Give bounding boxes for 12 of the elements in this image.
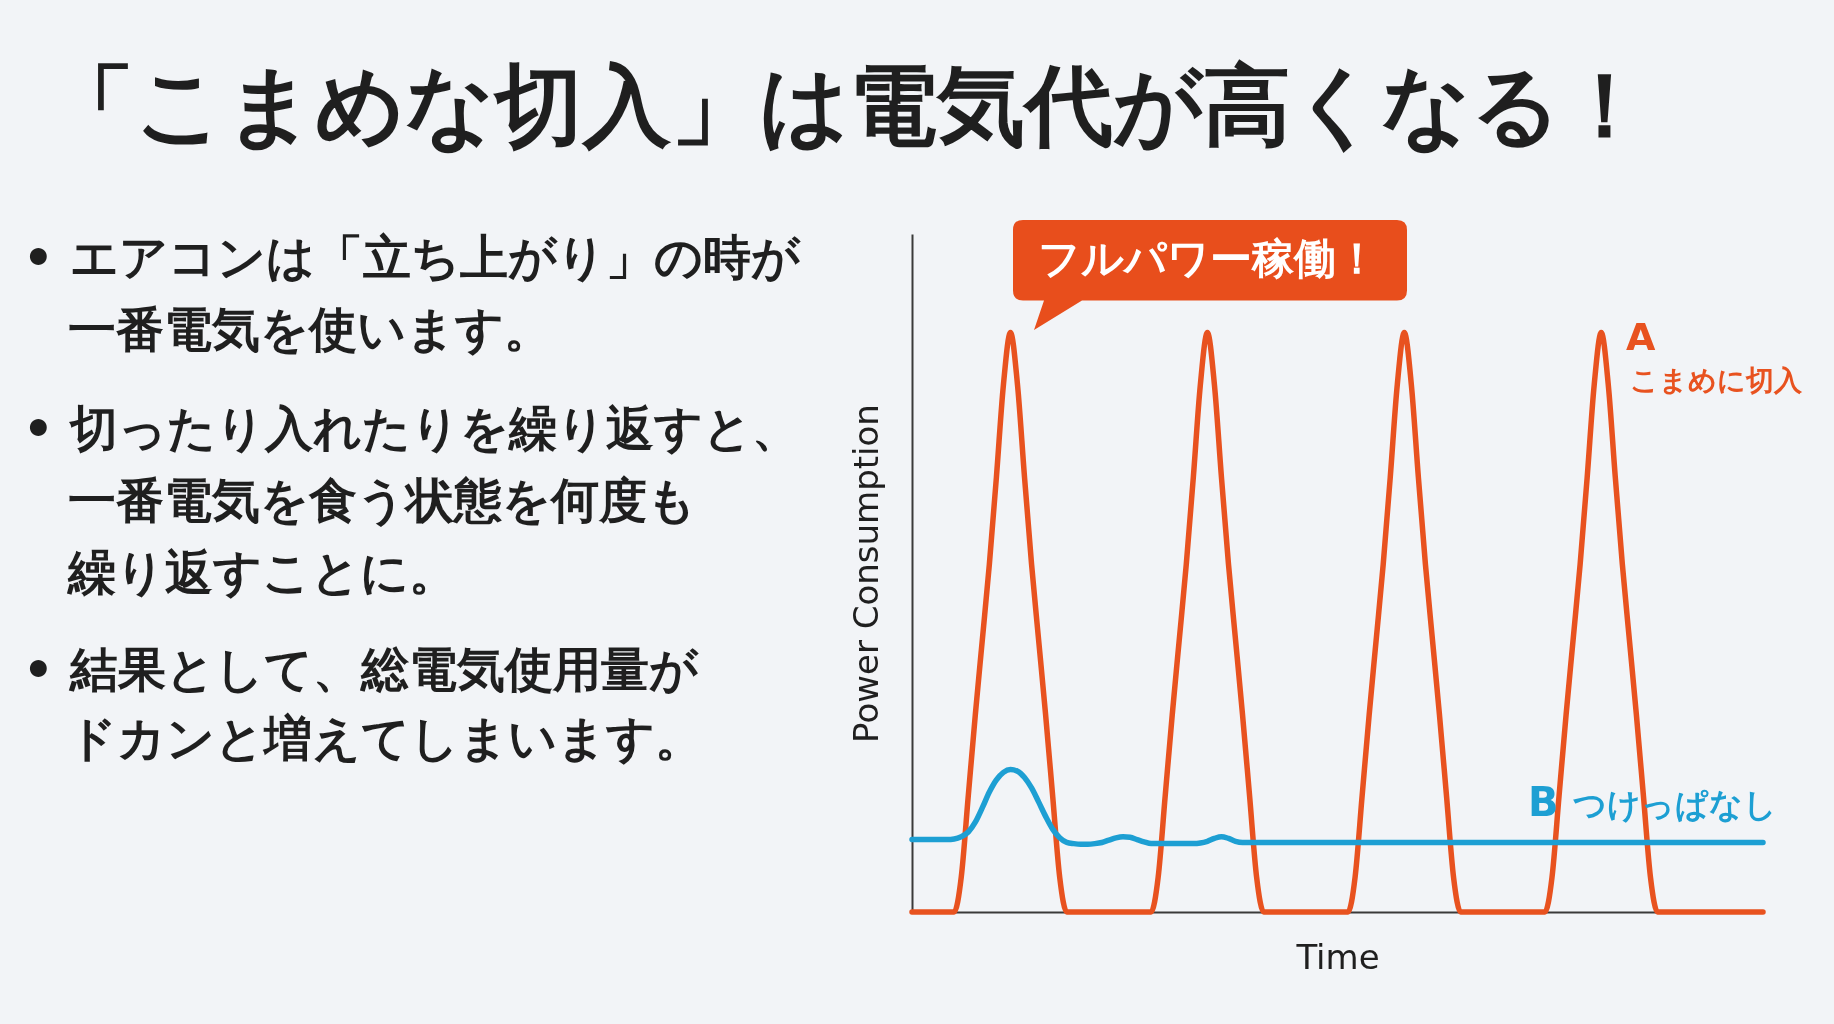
- annotation: フルパワー稼働！: [1038, 233, 1378, 283]
- text: 繰り返すことに。: [66, 544, 457, 600]
- text: 一番電気を使います。: [68, 301, 552, 357]
- x-axis-title: Time: [1295, 936, 1380, 977]
- series-label: A こまめに切入: [1626, 315, 1803, 397]
- text: • 切ったり入れたりを繰り返すと、: [23, 400, 801, 456]
- text: 一番電気を食う状態を何度も: [68, 472, 696, 528]
- text: ドカンと増えてしまいます。: [68, 710, 703, 766]
- text: • エアコンは「立ち上がり」の時が: [23, 229, 802, 285]
- y-axis-title: Power Consumption: [845, 404, 886, 743]
- chart-title: 「こまめな切入」は電気代が高くなる！: [47, 54, 1649, 158]
- text: • 結果として、総電気使用量が: [23, 641, 700, 697]
